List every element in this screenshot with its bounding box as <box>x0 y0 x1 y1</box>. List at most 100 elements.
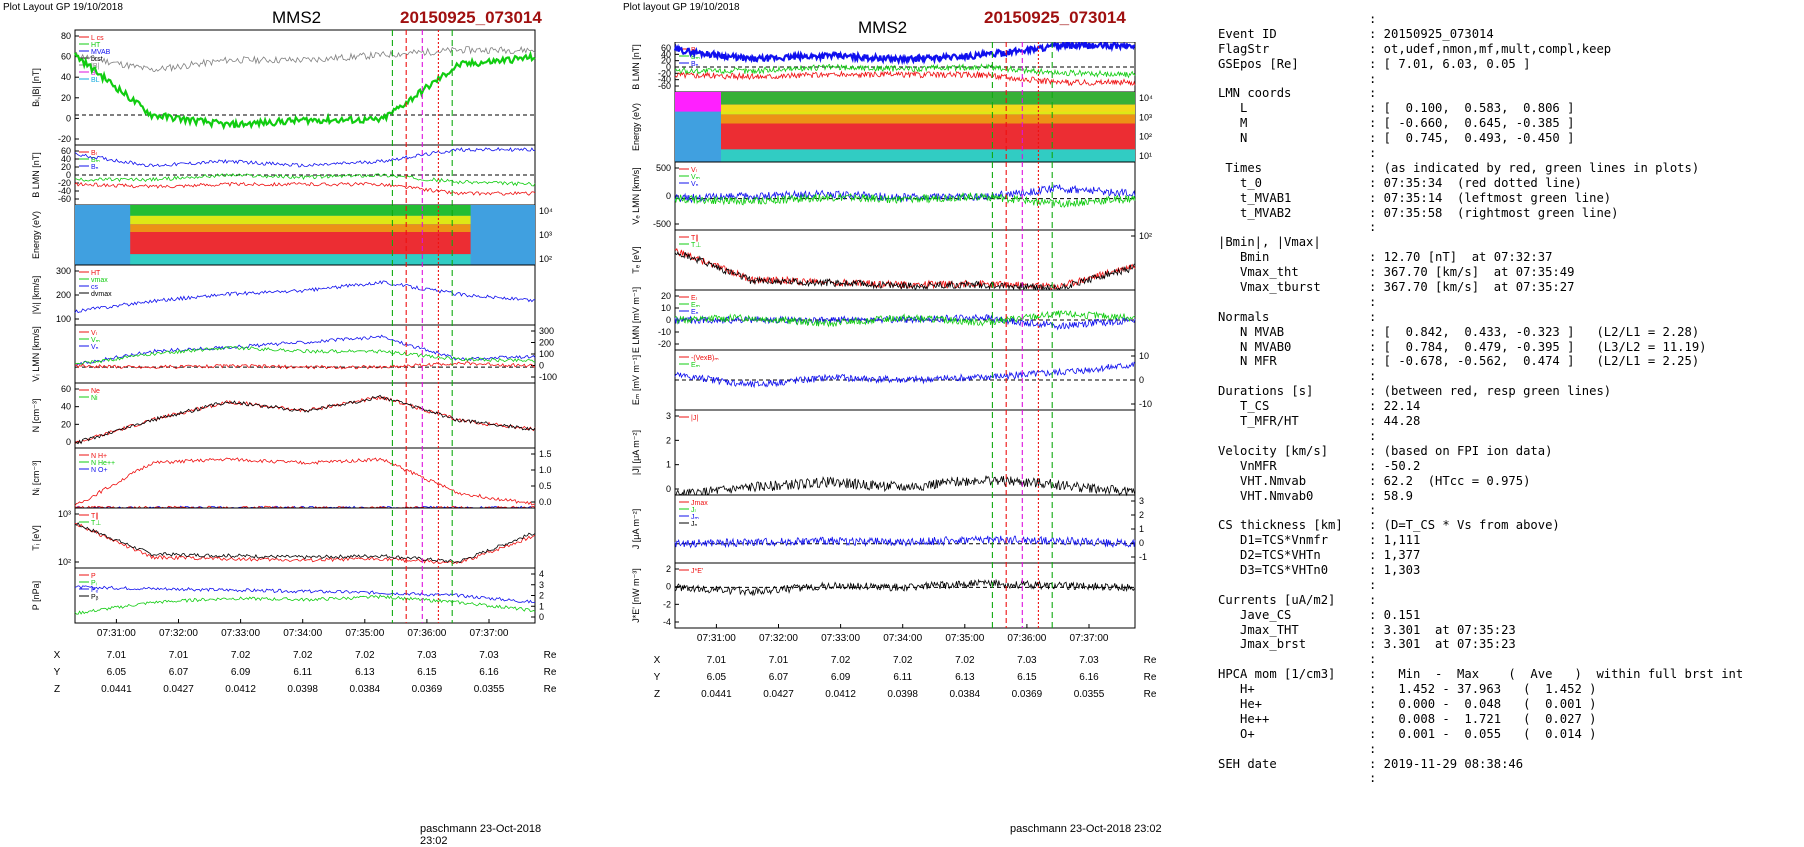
left-ytick: 60 <box>61 146 71 156</box>
info-key: Durations [s] <box>1218 384 1314 399</box>
left-pos-rowlabel: Z <box>54 684 60 695</box>
mid-ytick: -500 <box>653 219 671 229</box>
info-row: Jmax_brst: 3.301 at 07:35:23 <box>1218 637 1743 652</box>
mid-panel-frame <box>674 42 1136 93</box>
info-row: : <box>1218 369 1743 384</box>
left-pos-value: 7.03 <box>479 650 499 661</box>
mid-pos-value: 6.07 <box>769 672 789 683</box>
left-legend-label: Vₙ <box>91 344 99 351</box>
info-row: Normals: <box>1218 310 1743 325</box>
mid-ytick: -20 <box>658 339 671 349</box>
info-row: LMN coords: <box>1218 86 1743 101</box>
mid-spectrogram-band <box>721 114 1135 124</box>
info-row: |Bmin|, |Vmax| <box>1218 235 1743 250</box>
left-legend-label: Vₘ <box>91 337 100 344</box>
left-ytick: 10⁴ <box>539 206 553 216</box>
mid-series-line <box>674 251 1136 291</box>
info-value: : (as indicated by red, green lines in p… <box>1369 160 1700 175</box>
mid-series-line <box>674 63 1136 79</box>
info-row: N MVAB: [ 0.842, 0.433, -0.323 ] (L2/L1 … <box>1218 325 1743 340</box>
info-key: D3=TCS*VHTn0 <box>1218 562 1329 577</box>
info-row: Bmin : 12.70 [nT] at 07:32:37 <box>1218 250 1743 265</box>
mid-legend-label: Vₙ <box>691 181 699 188</box>
left-series-line <box>74 181 536 196</box>
info-row: FlagStr: ot,udef,nmon,mf,mult,compl,keep <box>1218 42 1743 57</box>
mid-pos-value: 6.15 <box>1017 672 1037 683</box>
mid-legend-label: |J| <box>691 415 698 422</box>
left-legend-label: Ni <box>91 395 98 402</box>
mid-pos-value: 7.03 <box>1017 655 1037 666</box>
left-legend-label: Bₙ <box>91 164 99 171</box>
info-key: Bmin <box>1218 250 1270 265</box>
info-row: : <box>1218 295 1743 310</box>
mid-series-line <box>674 313 1136 331</box>
info-key: Currents [uA/m2] <box>1218 592 1336 607</box>
left-ylabel: Tᵢ [eV] <box>31 525 41 550</box>
left-ytick: -20 <box>58 134 71 144</box>
info-row: Jave_CS: 0.151 <box>1218 608 1743 623</box>
mid-panel-frame <box>674 494 1136 564</box>
left-series-line <box>74 45 536 73</box>
left-ytick: 0.0 <box>539 497 552 507</box>
mid-ytick: 10¹ <box>1139 151 1152 161</box>
mid-spectrogram-band <box>721 123 1135 150</box>
info-row: : <box>1218 652 1743 667</box>
mid-ytick: -40 <box>658 75 671 85</box>
mid-series-line <box>674 192 1136 209</box>
mid-ytick: -1 <box>1139 552 1147 562</box>
info-value: : -50.2 <box>1369 458 1421 473</box>
left-ytick: 40 <box>61 72 71 82</box>
info-value: : 62.2 (HTcc = 0.975) <box>1369 473 1531 488</box>
left-pos-rowlabel: X <box>54 650 61 661</box>
info-key: He+ <box>1218 696 1263 711</box>
left-ytick: 0 <box>539 361 544 371</box>
left-series-line <box>74 334 536 366</box>
middle-spacecraft-label: MMS2 <box>858 18 908 37</box>
info-value: : (D=T_CS * Vs from above) <box>1369 518 1560 533</box>
left-spacecraft-label: MMS2 <box>272 8 322 27</box>
mid-pos-value: 0.0441 <box>701 689 732 700</box>
left-ylabel: Vᵢ LMN [km/s] <box>31 326 41 381</box>
mid-ylabel: Tₑ [eV] <box>631 246 641 273</box>
mid-legend-label: Jₙ <box>691 521 698 528</box>
info-value: : <box>1369 220 1377 235</box>
info-row: : <box>1218 220 1743 235</box>
info-key: D2=TCS*VHTn <box>1218 548 1321 563</box>
left-series-line <box>74 50 536 131</box>
left-ytick: -100 <box>539 372 557 382</box>
mid-ytick: 0 <box>666 315 671 325</box>
left-pos-value: 6.13 <box>355 667 375 678</box>
info-value: : 1,377 <box>1369 548 1421 563</box>
mid-pos-unit: Re <box>1144 689 1157 700</box>
mid-pos-value: 6.11 <box>893 672 912 683</box>
info-row: VHT.Nmvab0: 58.9 <box>1218 489 1743 504</box>
mid-xtick-label: 07:36:00 <box>1007 633 1046 644</box>
mid-series-line <box>675 475 1136 497</box>
info-row: T_MFR/HT: 44.28 <box>1218 414 1743 429</box>
left-ylabel: Bₗ,|B| [nT] <box>31 68 41 107</box>
info-value: : [ 7.01, 6.03, 0.05 ] <box>1369 56 1531 71</box>
info-value: : <box>1369 309 1377 324</box>
left-ytick: -60 <box>58 194 71 204</box>
left-pos-value: 6.15 <box>417 667 437 678</box>
mid-panel-6: |J| [μA m⁻²] 3 2 1 0 |J| <box>631 409 1136 497</box>
info-row: Currents [uA/m2]: <box>1218 593 1743 608</box>
mid-panel-frame <box>674 229 1136 291</box>
left-ytick: 200 <box>539 338 554 348</box>
info-value: : <box>1369 71 1377 86</box>
left-panel-frame <box>74 567 536 624</box>
info-value: : 12.70 [nT] at 07:32:37 <box>1369 250 1553 265</box>
info-row: SEH date: 2019-11-29 08:38:46 <box>1218 757 1743 772</box>
mid-ytick: 3 <box>1139 496 1144 506</box>
info-row: O+: 0.001 - 0.055 ( 0.014 ) <box>1218 727 1743 742</box>
mid-legend-label: Eₘ <box>691 362 700 369</box>
info-value: : 1,303 <box>1369 562 1421 577</box>
info-value: : <box>1369 592 1377 607</box>
left-ytick: 0 <box>66 113 71 123</box>
left-spectrogram-band <box>130 205 471 216</box>
mid-series-line <box>674 361 1136 389</box>
info-value: : <box>1369 741 1377 756</box>
